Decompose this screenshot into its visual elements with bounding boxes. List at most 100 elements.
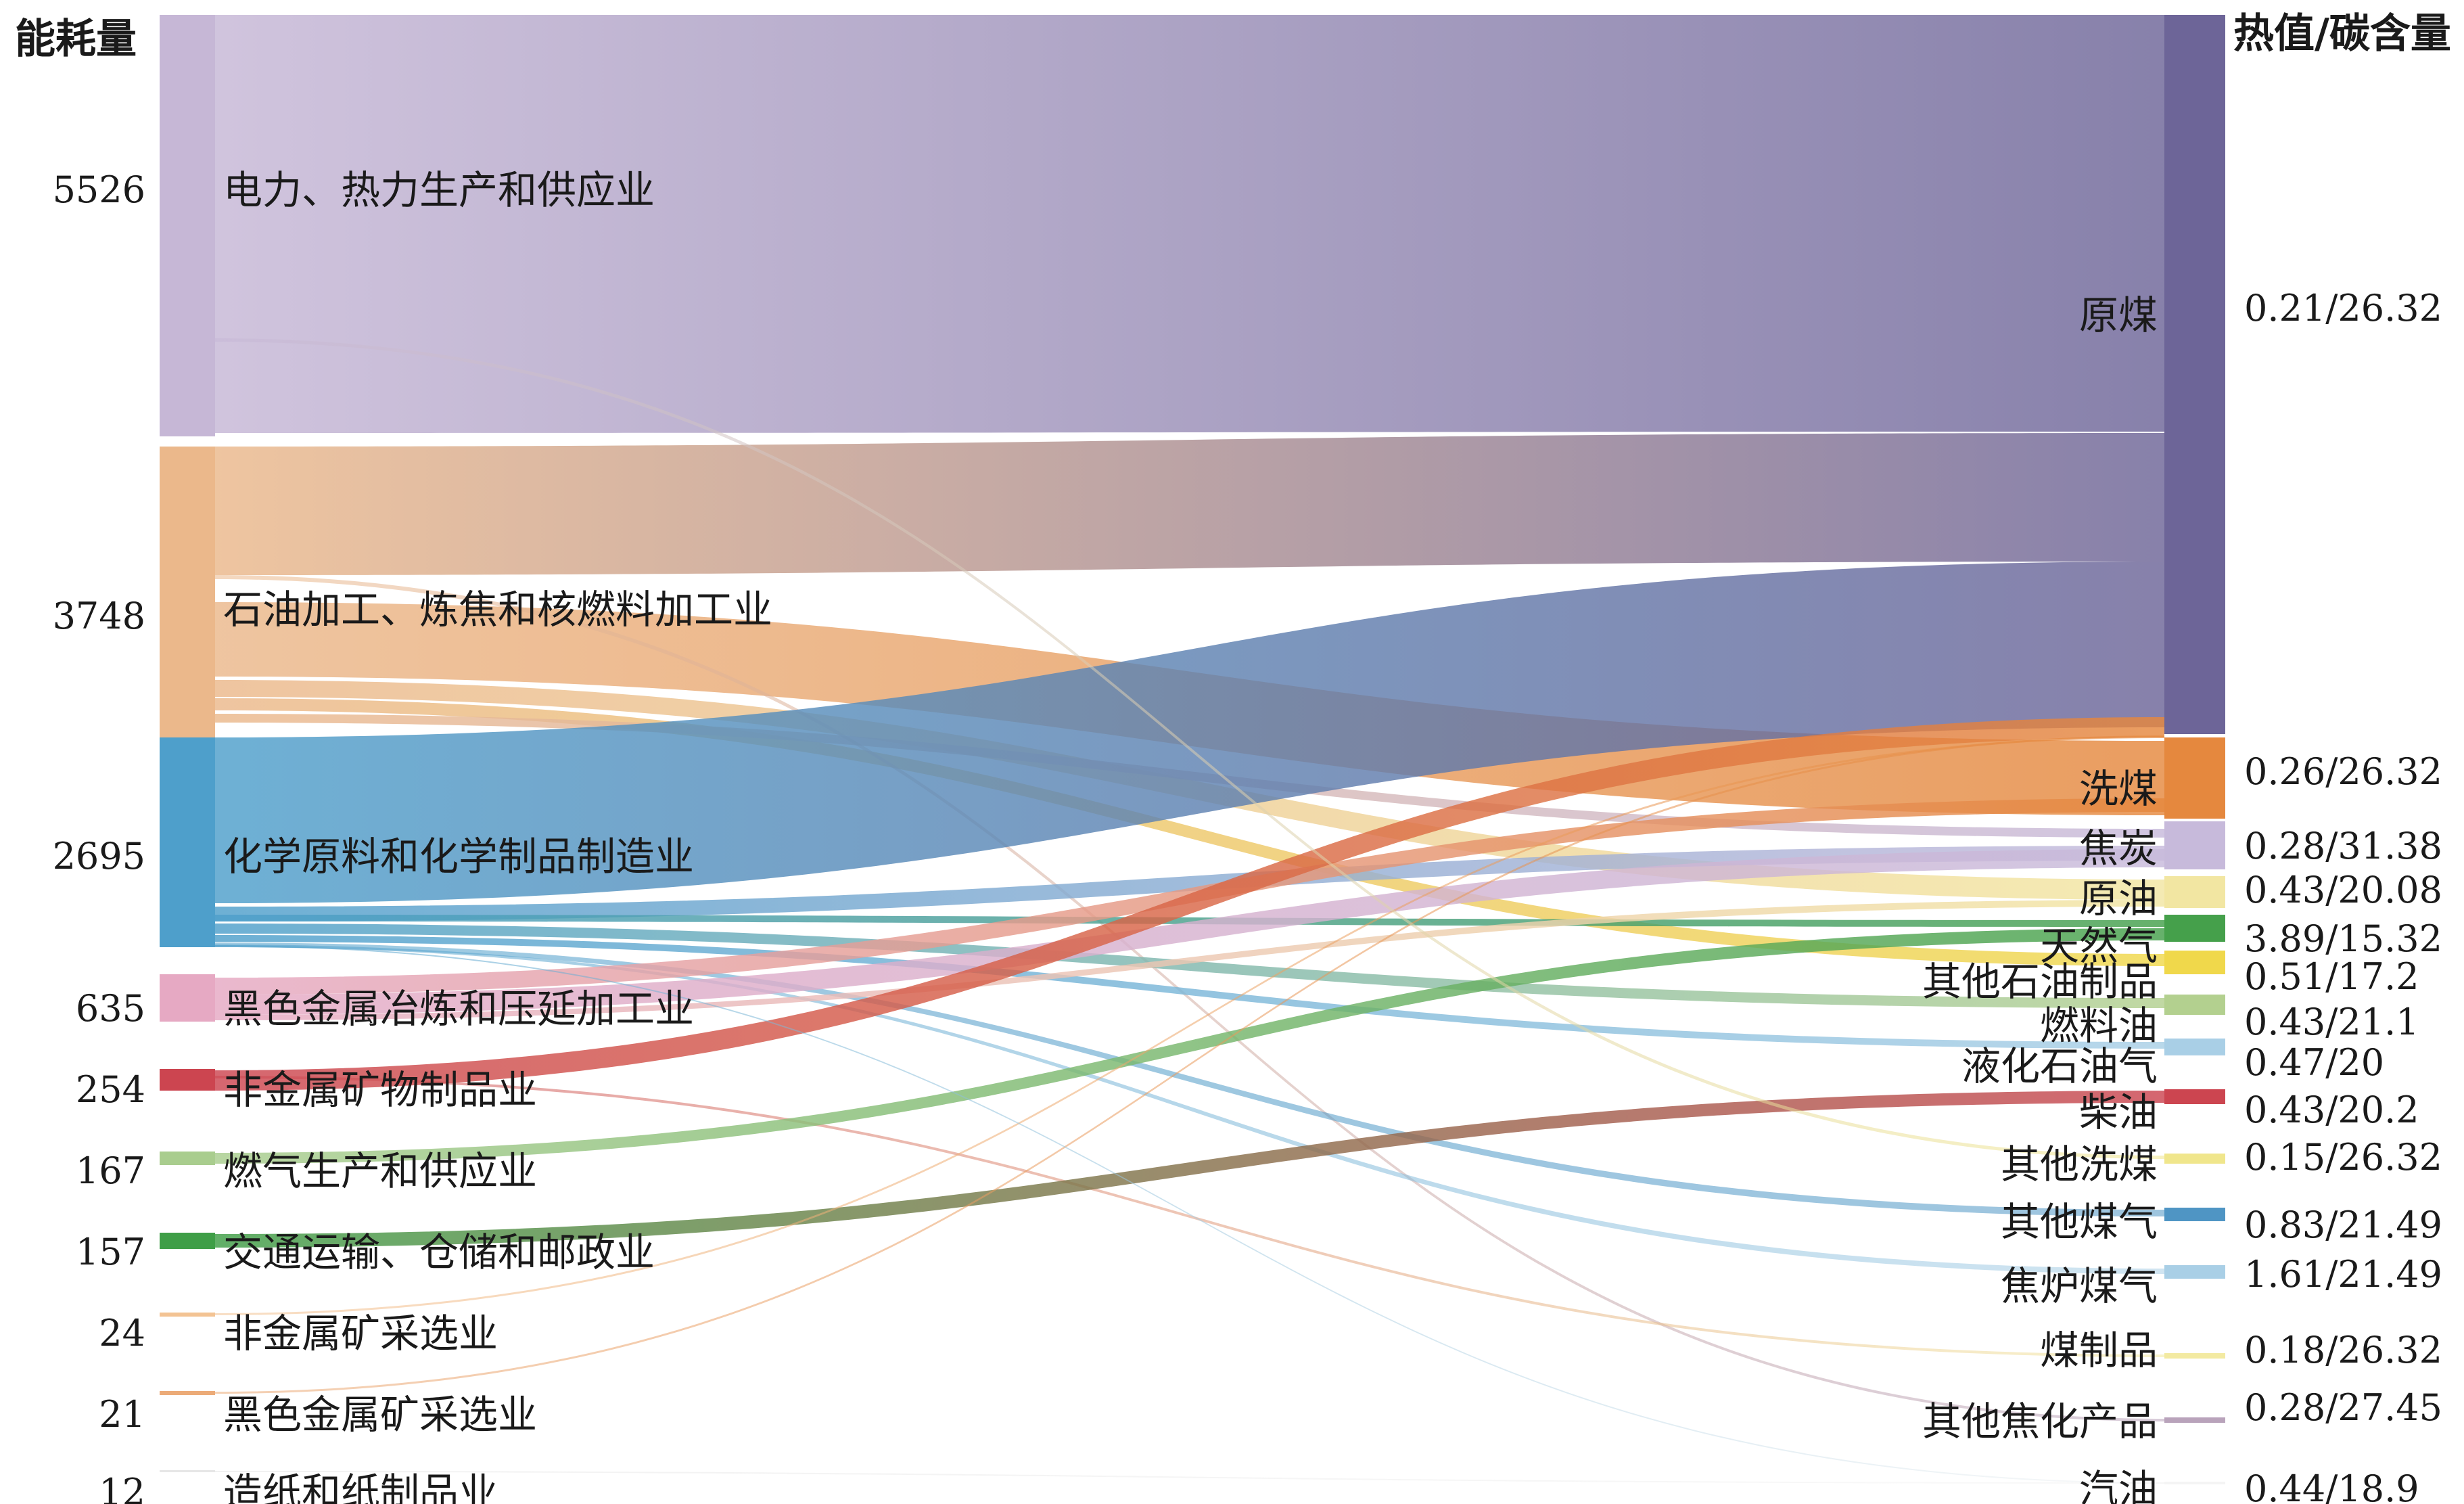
target-node-t11: [2164, 1265, 2225, 1279]
source-node-s3: [160, 974, 215, 1022]
target-node-t4: [2164, 915, 2225, 942]
target-label-t10: 其他煤气: [2001, 1199, 2158, 1245]
link-s4-t1: [215, 717, 2164, 1091]
link-s2-t6: [215, 924, 2164, 1008]
link-s5-t4: [215, 928, 2164, 1164]
link-s4-t12: [215, 1076, 2164, 1357]
source-value-s2: 2695: [53, 835, 145, 878]
target-label-t11: 焦炉煤气: [2001, 1263, 2158, 1309]
source-node-s6: [160, 1233, 215, 1249]
target-label-t9: 其他洗煤: [2001, 1141, 2158, 1187]
link-s7-t1: [215, 736, 2164, 1315]
link-s2-t7: [215, 935, 2164, 1049]
source-label-s9: 造纸和纸制品业: [223, 1469, 498, 1504]
target-node-t2: [2164, 821, 2225, 869]
right-axis-title: 热值/碳含量: [2233, 10, 2451, 58]
link-s2-t14: [215, 945, 2164, 1484]
source-label-s7: 非金属矿采选业: [223, 1311, 498, 1357]
source-label-s4: 非金属矿物制品业: [223, 1067, 537, 1113]
link-s2-t10: [215, 942, 2164, 1216]
target-node-t12: [2164, 1353, 2225, 1359]
link-s6-t8: [215, 1091, 2164, 1248]
source-node-s1: [160, 447, 215, 737]
link-s0-t9: [215, 338, 2164, 1159]
source-node-s7: [160, 1313, 215, 1317]
link-s9-t14: [215, 1471, 2164, 1484]
source-label-s5: 燃气生产和供应业: [223, 1148, 537, 1194]
left-axis-title: 能耗量: [15, 16, 137, 63]
nodes: [160, 15, 2225, 1484]
target-node-t13: [2164, 1417, 2225, 1423]
target-label-t2: 焦炭: [2079, 825, 2158, 871]
target-label-t5: 其他石油制品: [1922, 959, 2158, 1005]
source-node-s5: [160, 1152, 215, 1165]
source-node-s8: [160, 1391, 215, 1395]
target-value-t6: 0.43/21.1: [2244, 1001, 2419, 1043]
link-s3-t2: [215, 849, 2164, 1015]
target-value-t4: 3.89/15.32: [2244, 917, 2442, 960]
target-label-t1: 洗煤: [2079, 766, 2158, 812]
target-label-t13: 其他焦化产品: [1922, 1398, 2158, 1444]
source-label-s0: 电力、热力生产和供应业: [223, 167, 655, 213]
link-s2-t4: [215, 915, 2164, 927]
target-label-t7: 液化石油气: [1961, 1043, 2158, 1089]
target-value-t11: 1.61/21.49: [2244, 1253, 2442, 1296]
target-value-t0: 0.21/26.32: [2244, 287, 2442, 329]
target-label-t12: 煤制品: [2040, 1327, 2158, 1373]
link-s1-t13: [215, 575, 2164, 1421]
source-value-s4: 254: [76, 1068, 145, 1111]
source-node-s4: [160, 1069, 215, 1091]
target-value-t12: 0.18/26.32: [2244, 1329, 2442, 1371]
target-node-t3: [2164, 876, 2225, 908]
target-value-t13: 0.28/27.45: [2244, 1386, 2442, 1429]
target-node-t1: [2164, 737, 2225, 819]
source-value-s3: 635: [76, 987, 145, 1030]
target-node-t10: [2164, 1208, 2225, 1221]
target-value-t2: 0.28/31.38: [2244, 825, 2442, 867]
source-label-s1: 石油加工、炼焦和核燃料加工业: [223, 587, 772, 633]
target-node-t0: [2164, 15, 2225, 734]
source-node-s9: [160, 1470, 215, 1472]
source-node-s0: [160, 15, 215, 436]
target-value-t14: 0.44/18.9: [2244, 1467, 2419, 1504]
target-value-t10: 0.83/21.49: [2244, 1204, 2442, 1246]
source-label-s2: 化学原料和化学制品制造业: [223, 834, 694, 880]
target-node-t5: [2164, 951, 2225, 974]
link-s2-t0: [215, 562, 2164, 903]
link-s1-t0: [215, 433, 2164, 575]
target-node-t6: [2164, 995, 2225, 1015]
target-label-t8: 柴油: [2079, 1089, 2158, 1135]
target-node-t8: [2164, 1089, 2225, 1104]
link-s8-t1: [215, 735, 2164, 1394]
source-label-s6: 交通运输、仓储和邮政业: [223, 1229, 655, 1275]
source-value-s6: 157: [76, 1231, 145, 1273]
source-label-s8: 黑色金属矿采选业: [223, 1392, 537, 1438]
source-value-s1: 3748: [53, 595, 145, 637]
source-node-s2: [160, 737, 215, 947]
target-value-t1: 0.26/26.32: [2244, 750, 2442, 793]
target-value-t3: 0.43/20.08: [2244, 869, 2442, 911]
source-value-s5: 167: [76, 1149, 145, 1192]
link-s3-t3: [215, 900, 2164, 1020]
link-s0-t0: [215, 15, 2164, 433]
target-value-t7: 0.47/20: [2244, 1041, 2384, 1084]
target-node-t7: [2164, 1039, 2225, 1055]
target-label-t6: 燃料油: [2040, 1003, 2158, 1049]
labels: 电力、热力生产和供应业 5526 石油加工、炼焦和核燃料加工业 3748 化学原料和化学…: [53, 167, 2442, 1504]
link-s2-t11: [215, 944, 2164, 1274]
target-value-t5: 0.51/17.2: [2244, 955, 2419, 998]
target-value-t9: 0.15/26.32: [2244, 1136, 2442, 1179]
target-node-t9: [2164, 1154, 2225, 1164]
source-label-s3: 黑色金属冶炼和压延加工业: [223, 986, 694, 1032]
target-label-t3: 原油: [2079, 875, 2158, 921]
target-label-t4: 天然气: [2040, 923, 2158, 969]
target-value-t8: 0.43/20.2: [2244, 1089, 2419, 1131]
source-value-s8: 21: [99, 1393, 145, 1436]
target-label-t0: 原煤: [2079, 292, 2158, 338]
source-value-s9: 12: [99, 1471, 145, 1504]
target-label-t14: 汽油: [2079, 1466, 2158, 1504]
target-node-t14: [2164, 1482, 2225, 1484]
flow-links: [215, 15, 2164, 1484]
source-value-s7: 24: [99, 1312, 145, 1354]
